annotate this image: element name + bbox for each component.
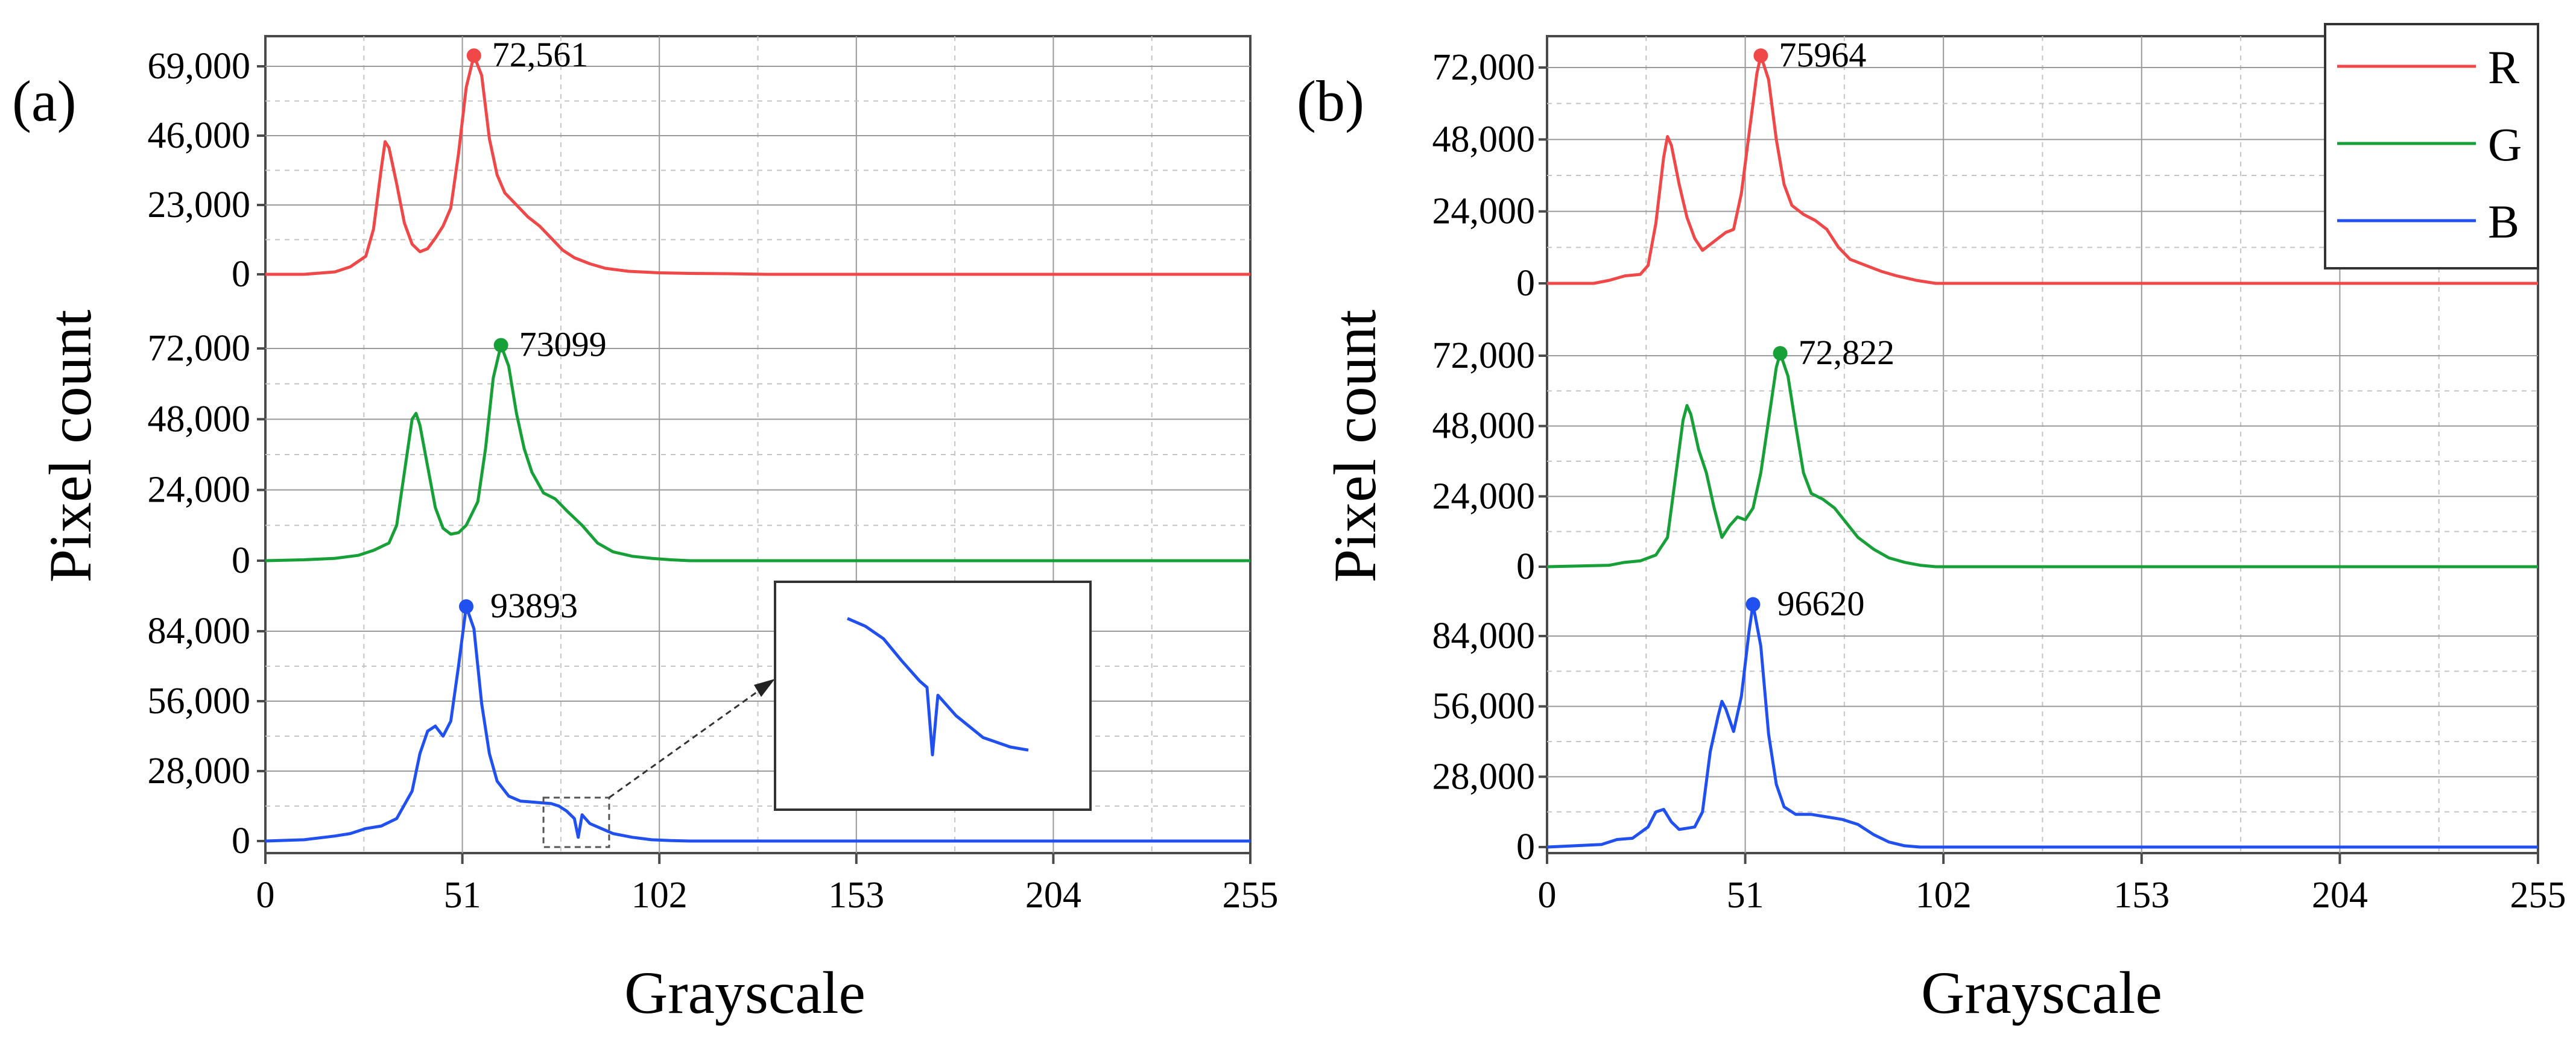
y-tick-label: 0 [1516, 827, 1535, 868]
panel-a: 0 51 102 153 204 255 0 23,000 46,000 69,000 0 24,00… [12, 35, 1279, 1026]
inset-source-box [542, 796, 610, 848]
y-tick-label: 72,000 [1432, 47, 1536, 88]
y-tick-label: 23,000 [148, 184, 251, 225]
series-line-B [1546, 602, 2538, 849]
panel-b: 0 51 102 153 204 255 0 24,000 48,000 72,000 0 24,00… [1297, 23, 2566, 1026]
x-tick-label: 255 [2510, 875, 2566, 916]
panel-b-label: (b) [1297, 69, 1364, 133]
legend-label-R: R [2488, 41, 2519, 93]
y-tick-label: 56,000 [148, 681, 251, 722]
series-line-R [1547, 54, 2538, 285]
inset-frame [774, 581, 1092, 811]
x-tick-label: 0 [256, 875, 275, 916]
peak-marker-B [459, 599, 474, 614]
panel-a-grid: 0 51 102 153 204 255 0 23,000 46,000 69,000 0 24,00… [148, 36, 1279, 916]
y-tick-label: 28,000 [1432, 756, 1536, 797]
y-tick-label: 84,000 [148, 611, 251, 652]
y-tick-label: 24,000 [148, 470, 251, 511]
y-tick-label: 0 [232, 821, 250, 862]
peak-marker-G [493, 338, 508, 353]
y-tick-label: 0 [1516, 546, 1535, 587]
x-tick-label: 51 [1727, 875, 1764, 916]
inset-arrow-head [754, 679, 775, 697]
panel-b-y-axis-label: Pixel count [1321, 309, 1388, 582]
legend-label-B: B [2488, 195, 2519, 248]
panel-b-legend: RGB [2324, 23, 2539, 269]
series-line-G [265, 344, 1250, 562]
series-line-B [265, 605, 1250, 843]
peak-marker-G [1773, 346, 1788, 361]
peak-marker-R [1753, 48, 1768, 63]
x-tick-label: 102 [631, 875, 688, 916]
y-tick-label: 0 [1516, 263, 1535, 304]
y-tick-label: 46,000 [148, 115, 251, 156]
y-tick-label: 24,000 [1432, 476, 1536, 517]
x-tick-label: 51 [444, 875, 481, 916]
peak-label-R: 75964 [1779, 35, 1866, 74]
y-tick-label: 56,000 [1432, 686, 1536, 727]
panel-b-x-axis-label: Grayscale [1921, 959, 2162, 1026]
y-tick-label: 24,000 [1432, 191, 1536, 232]
y-tick-label: 28,000 [148, 751, 251, 792]
peak-label-G: 73099 [519, 325, 607, 364]
panel-a-inset [542, 581, 1092, 848]
x-tick-label: 204 [1025, 875, 1081, 916]
y-tick-label: 48,000 [1432, 406, 1536, 447]
y-tick-label: 72,000 [1432, 335, 1536, 376]
y-tick-label: 0 [232, 254, 250, 295]
y-tick-label: 48,000 [1432, 119, 1536, 160]
x-tick-label: 0 [1538, 875, 1557, 916]
panel-b-grid: 0 51 102 153 204 255 0 24,000 48,000 72,000 0 24,00… [1432, 36, 2566, 916]
y-tick-label: 0 [232, 540, 250, 581]
y-tick-label: 69,000 [148, 46, 251, 87]
panel-b-traces: 75964 72,822 96620 [1546, 35, 2538, 849]
panel-a-y-axis-label: Pixel count [37, 309, 104, 582]
legend-label-G: G [2488, 118, 2522, 171]
peak-marker-B [1745, 597, 1761, 612]
panel-a-x-axis-label: Grayscale [624, 959, 866, 1026]
peak-label-B: 93893 [490, 586, 578, 625]
x-tick-label: 255 [1223, 875, 1279, 916]
x-tick-label: 204 [2312, 875, 2368, 916]
x-tick-label: 102 [1916, 875, 1972, 916]
y-tick-label: 48,000 [148, 399, 251, 440]
series-line-G [1546, 351, 2538, 569]
x-tick-label: 153 [828, 875, 884, 916]
y-tick-label: 72,000 [148, 328, 251, 369]
inset-arrow-line [609, 680, 773, 799]
peak-label-G: 72,822 [1799, 333, 1895, 372]
panel-a-label: (a) [12, 69, 77, 133]
x-tick-label: 153 [2113, 875, 2169, 916]
peak-label-B: 96620 [1777, 584, 1864, 623]
inset-trace [847, 617, 1029, 757]
peak-label-R: 72,561 [492, 35, 589, 74]
y-tick-label: 84,000 [1432, 616, 1536, 657]
peak-marker-R [466, 48, 481, 63]
panel-a-traces: 72,561 73099 93893 [265, 35, 1250, 843]
